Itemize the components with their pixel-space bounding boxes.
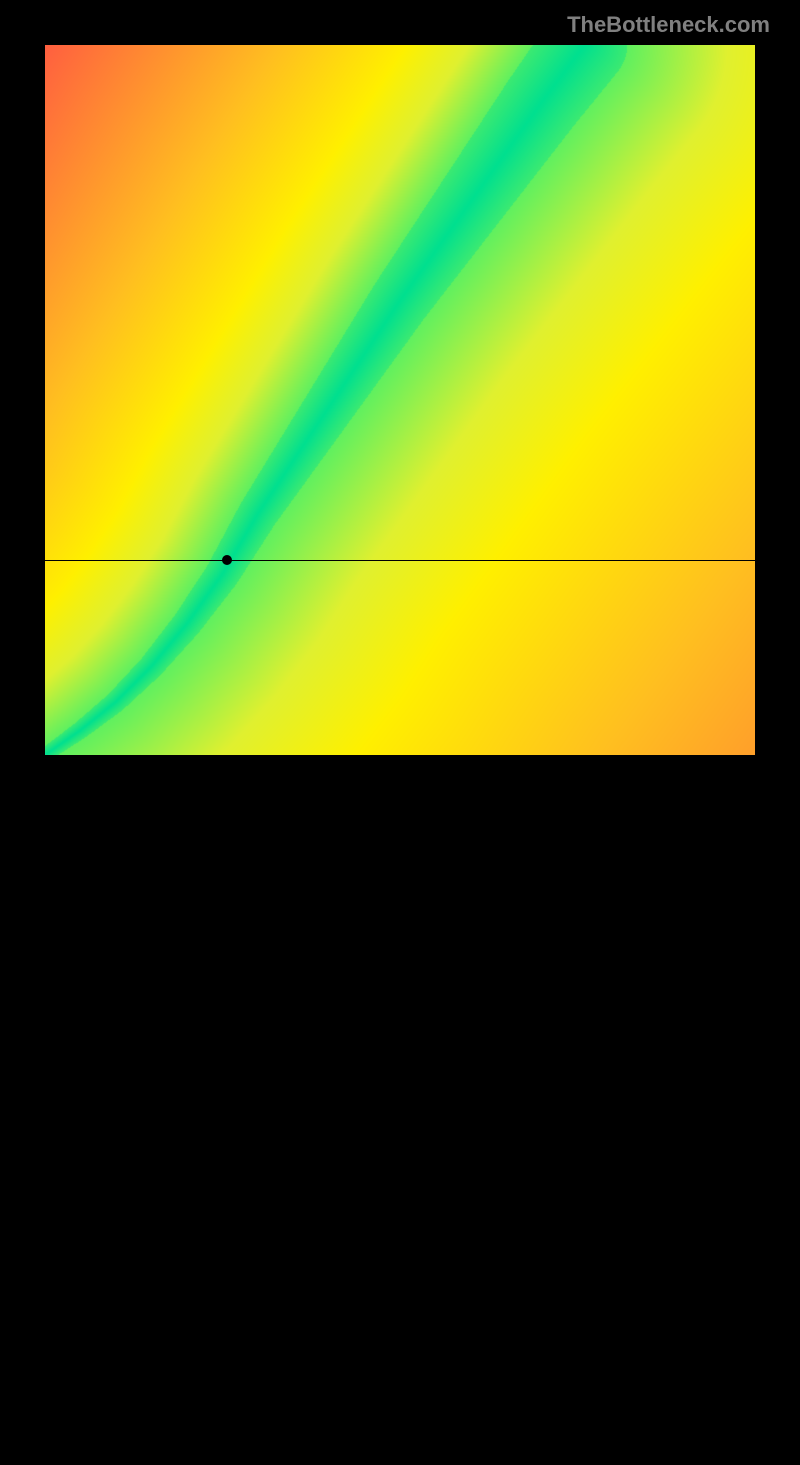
heatmap-canvas bbox=[45, 45, 755, 755]
bottleneck-heatmap bbox=[45, 45, 755, 755]
selection-marker bbox=[222, 555, 232, 565]
watermark-text: TheBottleneck.com bbox=[567, 12, 770, 38]
crosshair-vertical bbox=[227, 755, 228, 1465]
crosshair-horizontal bbox=[45, 560, 755, 561]
